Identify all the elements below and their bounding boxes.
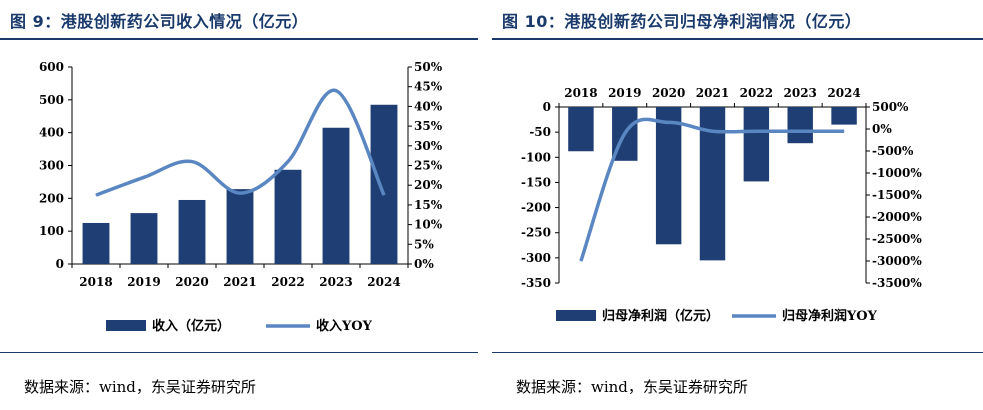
net-profit-chart-title: 图 10：港股创新药公司归母净利润情况（亿元）	[502, 12, 862, 31]
left-tick-label: 300	[39, 159, 64, 173]
x-tick-label: 2020	[175, 275, 208, 289]
yoy-line	[95, 88, 386, 197]
bar	[178, 199, 206, 264]
left-tick-label: 600	[39, 60, 64, 74]
yoy-point	[799, 130, 801, 132]
legend-line-label: 归母净利润YOY	[782, 308, 878, 324]
right-tick-label: 25%	[414, 159, 443, 173]
source-rule	[492, 352, 983, 353]
right-tick-label: -2000%	[872, 210, 922, 224]
right-tick-label: -3500%	[872, 276, 922, 290]
x-tick-label: 2021	[223, 275, 256, 289]
legend-bar-swatch	[556, 310, 596, 321]
bar	[655, 107, 682, 245]
bar	[831, 107, 857, 125]
bar	[322, 127, 350, 264]
bar	[568, 107, 594, 152]
x-tick-label: 2020	[652, 86, 685, 100]
right-tick-label: 50%	[414, 60, 443, 74]
right-tick-label: -1000%	[872, 166, 922, 180]
yoy-point	[287, 161, 289, 163]
right-tick-label: -1500%	[872, 188, 922, 202]
source-rule	[0, 352, 478, 353]
x-tick-label: 2018	[564, 86, 597, 100]
revenue-panel: 图 9：港股创新药公司收入情况（亿元） 0 100 200 300 400 500 600 0…	[0, 0, 478, 410]
x-tick-label: 2019	[127, 275, 160, 289]
left-tick-label: 200	[39, 191, 64, 205]
bar	[226, 189, 254, 264]
left-tick-label: 500	[39, 93, 64, 107]
title-rule	[492, 38, 983, 40]
left-tick-label: -300	[521, 251, 551, 265]
right-tick-label: -500%	[872, 144, 914, 158]
yoy-point	[755, 130, 757, 132]
yoy-point	[239, 192, 241, 194]
x-tick-label: 2024	[367, 275, 400, 289]
bar	[130, 213, 158, 264]
right-tick-label: 40%	[414, 99, 443, 113]
revenue-source-note: 数据来源：wind，东吴证券研究所	[24, 378, 256, 396]
yoy-point	[580, 260, 582, 262]
right-tick-label: 35%	[414, 119, 443, 133]
left-tick-label: -200	[521, 201, 551, 215]
x-tick-label: 2024	[827, 86, 860, 100]
bar	[82, 222, 110, 264]
revenue-chart: 0 100 200 300 400 500 600 0% 5% 10% 15% 20% 25% 30% 35…	[39, 60, 443, 334]
yoy-point	[383, 194, 385, 196]
yoy-point	[143, 176, 145, 178]
yoy-point	[191, 161, 193, 163]
left-tick-label: 100	[39, 224, 64, 238]
right-tick-label: 10%	[414, 218, 443, 232]
bar	[743, 107, 770, 182]
revenue-chart-title: 图 9：港股创新药公司收入情况（亿元）	[10, 12, 309, 31]
left-tick-label: 0	[56, 257, 64, 271]
yoy-point	[624, 132, 626, 134]
yoy-point	[95, 194, 97, 196]
x-tick-label: 2022	[271, 275, 304, 289]
x-tick-label: 2022	[740, 86, 773, 100]
right-tick-label: 0%	[872, 122, 892, 136]
net-profit-source-note: 数据来源：wind，东吴证券研究所	[516, 378, 748, 396]
x-tick-label: 2018	[79, 275, 112, 289]
net-profit-chart: 0 -50 -100 -150 -200 -250 -300 -350 500% 0% -500% -…	[521, 86, 922, 324]
left-tick-label: 400	[39, 126, 64, 140]
x-tick-label: 2021	[696, 86, 729, 100]
right-tick-label: 30%	[414, 139, 443, 153]
title-rule	[0, 38, 478, 40]
bar	[787, 107, 813, 144]
left-tick-label: -100	[521, 150, 551, 164]
right-tick-label: 15%	[414, 198, 443, 212]
legend-bar-label: 收入（亿元）	[152, 318, 230, 334]
left-tick-label: -350	[521, 276, 551, 290]
right-tick-label: 0%	[414, 257, 434, 271]
legend-line-label: 收入YOY	[316, 318, 373, 334]
net-profit-panel: 图 10：港股创新药公司归母净利润情况（亿元） 0 -50 -100 -150 -200…	[492, 0, 983, 410]
right-tick-label: 45%	[414, 80, 443, 94]
right-tick-label: 500%	[872, 100, 909, 114]
right-tick-label: 5%	[414, 237, 434, 251]
right-tick-label: -3000%	[872, 254, 922, 268]
left-tick-label: 0	[543, 100, 551, 114]
bar	[370, 104, 398, 264]
left-tick-label: -50	[529, 125, 551, 139]
yoy-point	[335, 90, 337, 92]
yoy-point	[668, 121, 670, 123]
right-tick-label: -2500%	[872, 232, 922, 246]
legend-bar-swatch	[106, 320, 146, 331]
x-tick-label: 2023	[784, 86, 817, 100]
right-tick-label: 20%	[414, 178, 443, 192]
left-tick-label: -150	[521, 175, 551, 189]
left-tick-label: -250	[521, 226, 551, 240]
x-tick-label: 2019	[608, 86, 641, 100]
x-tick-label: 2023	[319, 275, 352, 289]
bar	[274, 169, 302, 264]
yoy-point	[843, 130, 845, 132]
legend-bar-label: 归母净利润（亿元）	[602, 308, 719, 324]
yoy-point	[712, 130, 713, 132]
